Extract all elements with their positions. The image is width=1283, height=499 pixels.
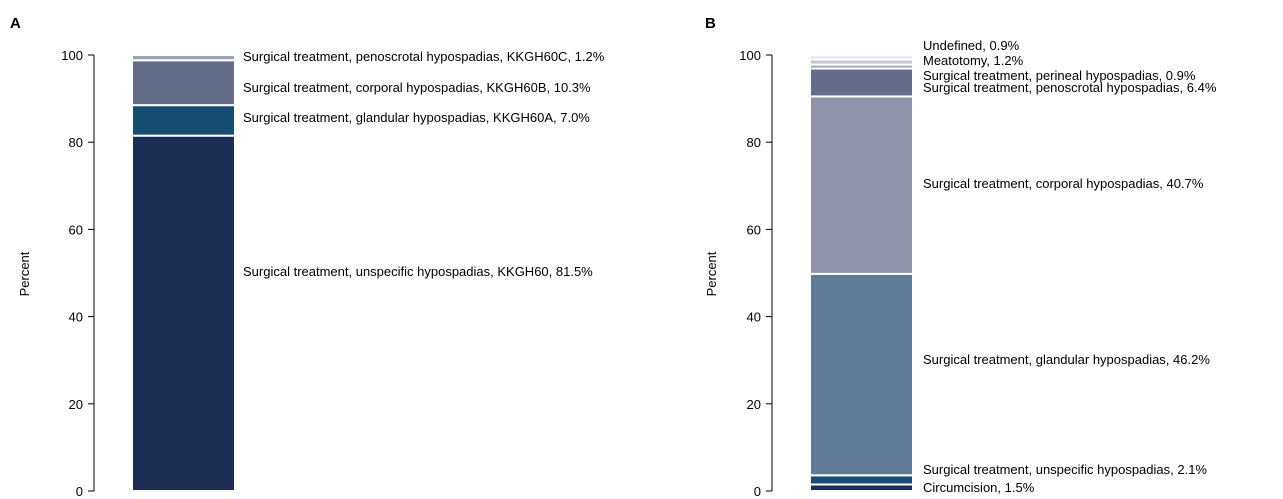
segment-label: Circumcision, 1.5% (923, 480, 1035, 495)
y-axis-title: Percent (17, 251, 32, 296)
y-tick-label: 80 (69, 135, 83, 150)
segment-label: Surgical treatment, glandular hypospadia… (923, 352, 1210, 367)
bar-segment (809, 67, 914, 98)
y-tick-label: 100 (61, 48, 83, 63)
bar-segment (131, 54, 236, 62)
chart-panel-a: A 0 20 40 60 80 100 Percent Surgical treatment, … (10, 15, 605, 499)
y-tick-label: 60 (747, 222, 761, 237)
panel-label: B (705, 15, 716, 32)
bar-segment (809, 95, 914, 275)
segment-label: Surgical treatment, unspecific hypospadi… (923, 462, 1207, 477)
segment-label: Undefined, 0.9% (923, 38, 1020, 53)
y-tick-label: 20 (69, 397, 83, 412)
segment-label: Surgical treatment, perineal hypospadias… (923, 68, 1196, 83)
segment-label: Meatotomy, 1.2% (923, 53, 1024, 68)
segment-label: Surgical treatment, glandular hypospadia… (243, 110, 590, 125)
bar-segment (809, 272, 914, 477)
bar-segment (131, 104, 236, 137)
segment-label: Surgical treatment, corporal hypospadias… (923, 176, 1204, 191)
segment-label: Surgical treatment, corporal hypospadias… (243, 80, 591, 95)
bar-segment (809, 54, 914, 61)
y-tick-label: 0 (754, 484, 761, 499)
y-axis-title: Percent (704, 251, 719, 296)
y-tick-label: 40 (69, 310, 83, 325)
bar-segment (131, 134, 236, 492)
y-tick-label: 100 (739, 48, 761, 63)
panel-label: A (10, 15, 21, 32)
y-tick-label: 60 (69, 222, 83, 237)
segment-label: Surgical treatment, penoscrotal hypospad… (243, 49, 605, 64)
y-tick-label: 80 (747, 135, 761, 150)
bar-segment (131, 59, 236, 107)
y-tick-label: 0 (76, 484, 83, 499)
segment-label: Surgical treatment, unspecific hypospadi… (243, 264, 593, 279)
y-tick-label: 20 (747, 397, 761, 412)
y-tick-label: 40 (747, 310, 761, 325)
chart-panel-b: B 0 20 40 60 80 100 Percent Circumcision, 1.5% Su… (704, 15, 1217, 499)
bar-segment (809, 474, 914, 486)
segment-label: Surgical treatment, penoscrotal hypospad… (923, 80, 1217, 95)
